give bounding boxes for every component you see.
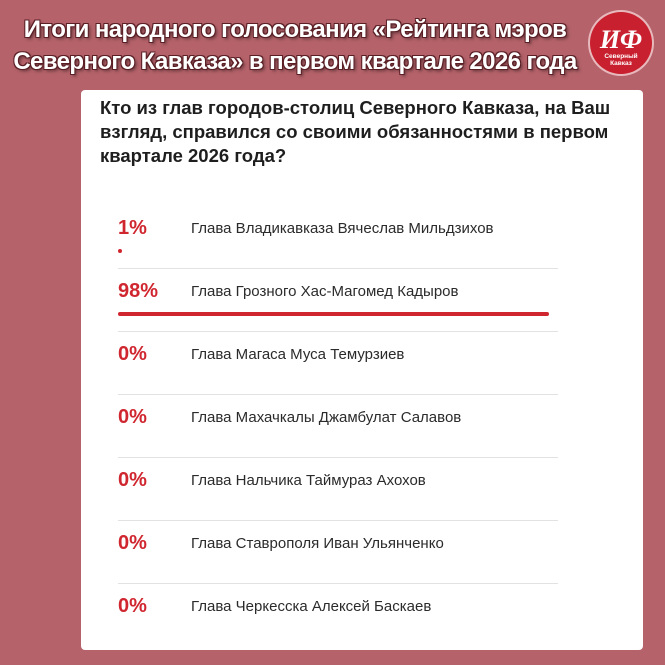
poll-option[interactable]: 0% Глава Ставрополя Иван Ульянченко: [118, 522, 558, 584]
option-percent: 0%: [118, 469, 147, 491]
option-divider: [118, 268, 558, 269]
headline-line-2: Северного Кавказа» в первом квартале 202…: [13, 48, 577, 75]
poll-card: Кто из глав городов-столиц Северного Кав…: [81, 90, 643, 650]
logo-caption-line-2: Кавказ: [610, 60, 632, 67]
option-name: Глава Черкесска Алексей Баскаев: [191, 598, 432, 615]
option-percent: 98%: [118, 280, 159, 302]
poll-option[interactable]: 1% Глава Владикавказа Вячеслав Мильдзихов: [118, 207, 558, 269]
poll-option[interactable]: 0% Глава Черкесска Алексей Баскаев: [118, 585, 558, 647]
interfax-logo-icon: ИФ: [599, 25, 642, 54]
option-name: Глава Грозного Хас-Магомед Кадыров: [191, 283, 459, 300]
option-name: Глава Махачкалы Джамбулат Салавов: [191, 409, 462, 426]
option-percent: 0%: [118, 595, 147, 617]
logo-caption: Северный Кавказ: [590, 53, 652, 67]
option-name: Глава Нальчика Таймураз Ахохов: [191, 472, 426, 489]
option-bar-fill: [118, 249, 123, 253]
option-percent: 0%: [118, 406, 147, 428]
interfax-logo: ИФ Северный Кавказ: [590, 12, 652, 74]
option-name: Глава Ставрополя Иван Ульянченко: [191, 535, 444, 552]
option-percent: 0%: [118, 532, 147, 554]
option-percent: 1%: [118, 217, 147, 239]
option-bar-fill: [118, 312, 550, 316]
poll-option[interactable]: 0% Глава Нальчика Таймураз Ахохов: [118, 459, 558, 521]
poll-option[interactable]: 0% Глава Махачкалы Джамбулат Салавов: [118, 396, 558, 458]
poll-option[interactable]: 0% Глава Магаса Муса Темурзиев: [118, 333, 558, 395]
headline-line-1: Итоги народного голосования «Рейтинга мэ…: [23, 16, 567, 43]
option-percent: 0%: [118, 343, 147, 365]
option-name: Глава Владикавказа Вячеслав Мильдзихов: [191, 220, 494, 237]
option-divider: [118, 583, 558, 584]
option-divider: [118, 331, 558, 332]
option-bar-track: [118, 312, 558, 316]
logo-mark: ИФ: [599, 25, 642, 54]
option-name: Глава Магаса Муса Темурзиев: [191, 346, 405, 363]
option-divider: [118, 457, 558, 458]
option-divider: [118, 520, 558, 521]
poll-option[interactable]: 98% Глава Грозного Хас-Магомед Кадыров: [118, 270, 558, 332]
headline: Итоги народного голосования «Рейтинга мэ…: [0, 14, 590, 78]
option-bar-track: [118, 249, 558, 253]
poll-question: Кто из глав городов-столиц Северного Кав…: [100, 97, 611, 166]
option-divider: [118, 394, 558, 395]
logo-caption-line-1: Северный: [604, 53, 638, 60]
